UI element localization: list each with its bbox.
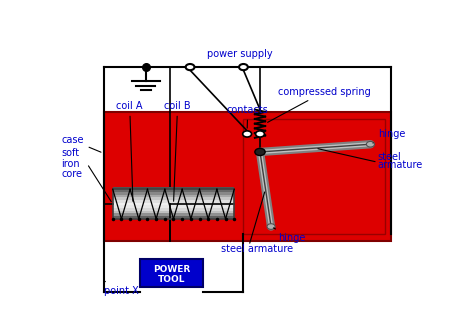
Text: TOOL: TOOL [158, 275, 185, 284]
Bar [113, 192, 234, 195]
Bar [113, 205, 234, 208]
Circle shape [239, 64, 248, 70]
Circle shape [186, 64, 194, 70]
Text: hinge: hinge [373, 129, 405, 143]
Bar [113, 213, 234, 216]
Circle shape [267, 224, 275, 229]
Text: armature: armature [378, 160, 423, 170]
Text: coil A: coil A [116, 101, 143, 201]
Bar [113, 189, 234, 192]
Circle shape [256, 131, 265, 137]
Bar [104, 112, 390, 241]
Bar [113, 187, 234, 189]
Text: case: case [61, 135, 101, 152]
Bar [113, 216, 234, 219]
Bar [113, 197, 234, 200]
Bar [113, 211, 234, 213]
Bar [141, 259, 203, 287]
Bar [113, 203, 234, 205]
Text: compressed spring: compressed spring [267, 87, 371, 122]
Text: contacts: contacts [227, 105, 269, 128]
Text: core: core [61, 169, 82, 179]
Circle shape [243, 131, 252, 137]
Text: point X: point X [104, 281, 138, 296]
Circle shape [366, 141, 374, 147]
Bar [113, 208, 234, 211]
Text: POWER: POWER [153, 265, 190, 274]
Text: hinge: hinge [274, 228, 306, 243]
Bar [243, 119, 385, 234]
Text: steel armature: steel armature [221, 244, 294, 254]
Bar [113, 200, 234, 203]
Text: steel: steel [378, 152, 401, 162]
Bar [113, 195, 234, 197]
Circle shape [255, 148, 265, 156]
Text: coil B: coil B [164, 101, 191, 201]
Text: soft: soft [61, 148, 79, 158]
Text: iron: iron [61, 159, 80, 169]
Text: power supply: power supply [207, 49, 272, 59]
Bar [113, 189, 234, 219]
